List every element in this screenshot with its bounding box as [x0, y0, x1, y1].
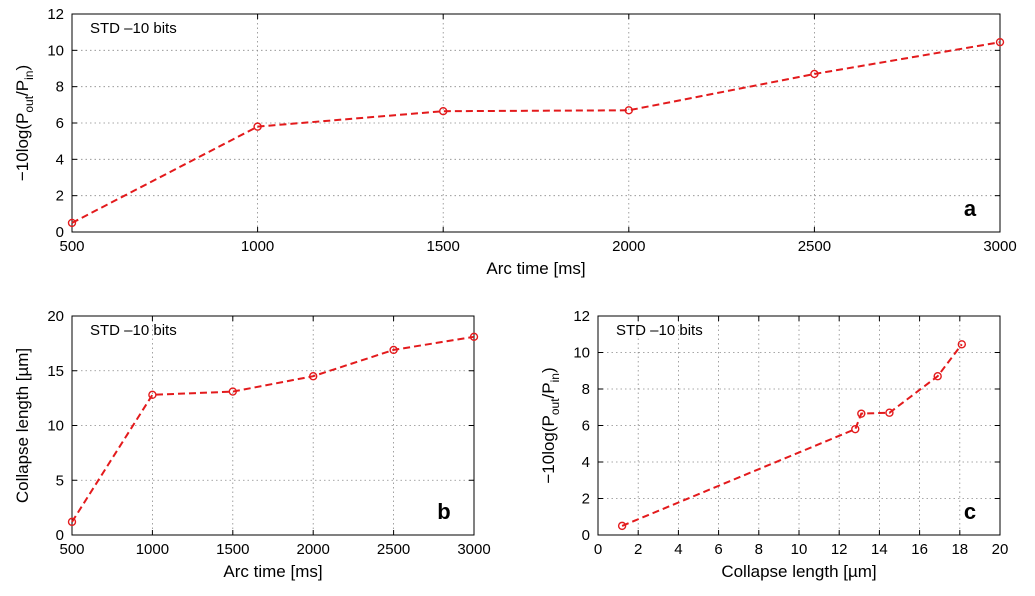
x-tick-label: 1500	[216, 541, 249, 558]
data-point	[617, 521, 627, 531]
y-axis-label-part: /P	[539, 382, 558, 398]
y-tick-label: 12	[573, 308, 590, 325]
panel-label: c	[964, 499, 976, 524]
series-line	[621, 343, 963, 527]
chart-panel-c: 0 2 4 6 8 10 12 14 16 18 20 0 2 4 6 8 10 12 Collapse lengt…	[539, 308, 1008, 581]
y-tick-label: 0	[56, 527, 64, 544]
panel-label: a	[964, 196, 977, 221]
x-tick-label: 18	[951, 541, 968, 558]
x-tick-label: 1500	[427, 238, 460, 255]
x-tick-label: 20	[992, 541, 1009, 558]
y-axis-label-part: −10log(P	[13, 113, 32, 182]
x-tick-label: 500	[59, 238, 84, 255]
data-point	[851, 424, 860, 434]
data-point	[857, 409, 866, 418]
data-point	[67, 517, 77, 527]
y-axis-label-part: −10log(P	[539, 415, 558, 484]
y-axis-label: −10log(Pout/Pin)	[539, 367, 562, 483]
annotation-text: STD –10 bits	[616, 322, 703, 339]
x-tick-label: 1000	[136, 541, 169, 558]
y-axis-label-part: out	[548, 398, 562, 415]
data-point	[624, 106, 633, 115]
series-line	[71, 41, 1001, 224]
y-axis-label-part: )	[13, 65, 32, 71]
y-tick-label: 6	[582, 418, 590, 435]
data-point	[389, 345, 398, 355]
x-tick-label: 14	[871, 541, 888, 558]
data-point	[995, 37, 1005, 47]
x-tick-label: 12	[831, 541, 848, 558]
y-axis-label-part: in	[548, 373, 562, 382]
y-tick-label: 10	[573, 345, 590, 362]
x-tick-label: 16	[911, 541, 928, 558]
x-tick-label: 8	[755, 541, 763, 558]
x-tick-label: 10	[791, 541, 808, 558]
data-point	[228, 387, 238, 396]
y-axis-label-part: )	[539, 367, 558, 373]
data-point	[885, 408, 894, 417]
y-axis-label-part: in	[22, 71, 36, 80]
data-point	[933, 372, 942, 381]
y-axis-label-part: out	[22, 95, 36, 112]
y-axis-label: Collapse length [µm]	[13, 348, 32, 503]
plot-area	[72, 316, 474, 535]
y-tick-label: 12	[47, 6, 64, 23]
x-tick-label: 2500	[798, 238, 831, 255]
x-tick-label: 1000	[241, 238, 274, 255]
y-tick-label: 15	[47, 363, 64, 380]
x-tick-label: 4	[674, 541, 682, 558]
y-tick-label: 4	[56, 151, 64, 168]
annotation-text: STD –10 bits	[90, 322, 177, 339]
x-tick-label: 2500	[377, 541, 410, 558]
x-tick-label: 500	[59, 541, 84, 558]
x-axis-label: Arc time [ms]	[223, 562, 322, 581]
y-axis-label: −10log(Pout/Pin)	[13, 65, 36, 181]
y-tick-label: 2	[56, 188, 64, 205]
x-tick-label: 2000	[612, 238, 645, 255]
data-point	[469, 332, 479, 342]
data-point	[309, 372, 318, 381]
panel-label: b	[437, 499, 450, 524]
chart-panel-a: 500 1000 1500 2000 2500 3000 0 2 4 6 8 10 12 Arc time…	[13, 6, 1017, 278]
data-point	[67, 218, 77, 228]
x-tick-label: 6	[714, 541, 722, 558]
y-tick-label: 20	[47, 308, 64, 325]
x-tick-label: 2	[634, 541, 642, 558]
data-point	[253, 122, 262, 131]
y-tick-label: 5	[56, 472, 64, 489]
data-point	[439, 106, 448, 116]
x-tick-label: 2000	[297, 541, 330, 558]
data-point	[148, 390, 157, 400]
y-tick-label: 10	[47, 42, 64, 59]
x-tick-label: 0	[594, 541, 602, 558]
y-axis-label-part: /P	[13, 80, 32, 96]
y-tick-label: 2	[582, 491, 590, 508]
chart-panel-b: 500 1000 1500 2000 2500 3000 0 5 10 15 20 Arc time …	[13, 308, 491, 581]
y-tick-label: 4	[582, 454, 590, 471]
x-axis-label: Arc time [ms]	[486, 259, 585, 278]
series-line	[71, 335, 475, 523]
data-point	[810, 69, 819, 79]
data-point	[957, 340, 967, 349]
x-axis-label: Collapse length [µm]	[721, 562, 876, 581]
annotation-text: STD –10 bits	[90, 20, 177, 37]
x-tick-label: 3000	[983, 238, 1016, 255]
y-tick-label: 8	[582, 381, 590, 398]
x-tick-label: 3000	[457, 541, 490, 558]
y-tick-label: 0	[582, 527, 590, 544]
y-tick-label: 6	[56, 115, 64, 132]
y-tick-label: 8	[56, 79, 64, 96]
y-tick-label: 0	[56, 224, 64, 241]
y-tick-label: 10	[47, 418, 64, 435]
